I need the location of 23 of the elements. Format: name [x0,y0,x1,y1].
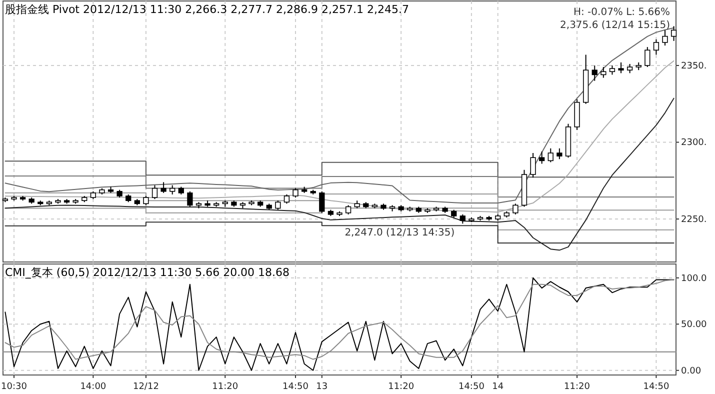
x-tick-label: 11:20 [212,382,238,392]
x-tick-label: 10:30 [1,382,28,392]
y-tick-label: 100.0 [681,274,708,284]
y-tick-label: 2350. [681,61,707,72]
annotation: 2,247.0 (12/13 14:35) [344,228,455,239]
x-tick-label: 14:00 [80,382,106,392]
y-tick-label: 50.00 [681,320,708,330]
chart-title: 股指金线 Pivot 2012/12/13 11:30 2,266.3 2,277.7 2,286.9 2,257.1 2,245.7 [5,3,410,16]
x-tick-label: 14:50 [282,382,309,392]
x-tick-label: 13 [316,382,328,392]
y-tick-label: 2250. [681,215,707,226]
y-tick-label: 2300. [681,138,707,148]
y-tick-label: 0.00 [681,366,702,376]
x-tick-label: 12/12 [132,382,159,392]
x-tick-label: 14:50 [458,382,485,392]
line-series [4,98,674,251]
x-tick-label: 11:20 [564,382,590,392]
annotation: 2,375.6 (12/14 15:15) [560,20,670,31]
x-tick-label: 14 [492,382,504,392]
x-tick-label: 11:20 [388,382,414,392]
x-tick-label: 14:50 [643,382,670,392]
annotation: H: -0.07% L: 5.66% [573,7,670,18]
chart-title: CMI_复本 (60,5) 2012/12/13 11:30 5.66 20.00 18.68 [5,266,290,279]
